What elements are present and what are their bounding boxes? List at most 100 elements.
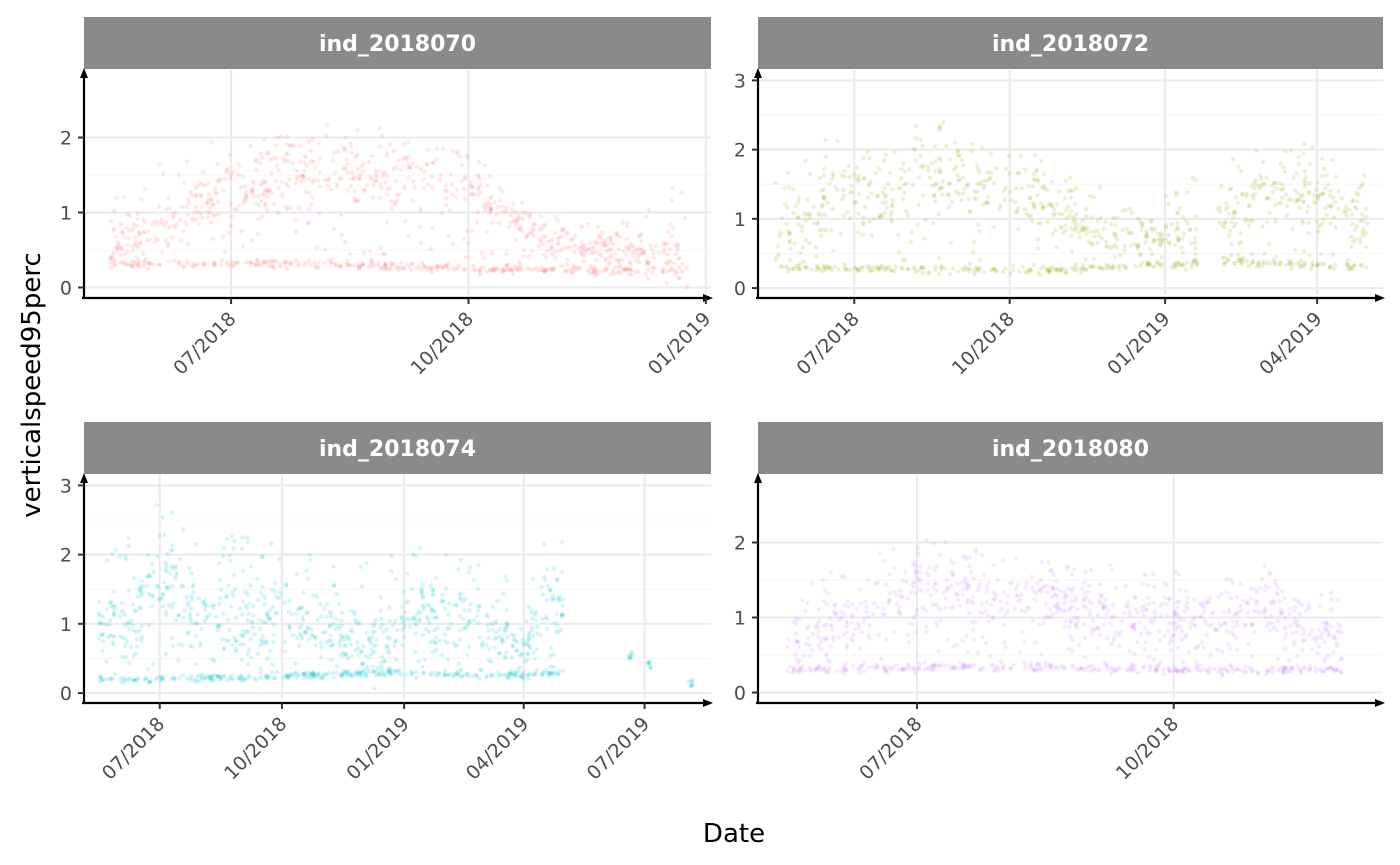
data-point — [939, 267, 944, 272]
data-point — [1258, 264, 1263, 269]
data-point — [212, 186, 218, 191]
data-point — [1264, 667, 1270, 673]
data-point — [441, 671, 447, 676]
data-point — [273, 676, 278, 681]
data-point — [587, 270, 592, 275]
data-point — [1073, 598, 1078, 603]
data-point — [1260, 262, 1266, 267]
data-point — [309, 672, 314, 677]
data-point — [184, 258, 190, 263]
data-point — [219, 587, 224, 592]
data-point — [184, 676, 189, 681]
data-point — [1184, 588, 1189, 594]
data-point — [492, 199, 497, 205]
data-point — [288, 672, 294, 677]
data-point — [793, 631, 799, 636]
data-point — [209, 678, 215, 683]
data-point — [193, 263, 199, 268]
data-point — [305, 626, 311, 631]
data-point — [880, 200, 885, 205]
data-point — [1336, 206, 1341, 212]
data-point — [364, 667, 370, 672]
data-point — [1315, 229, 1321, 234]
data-point — [1131, 624, 1136, 629]
data-point — [1262, 608, 1268, 614]
data-point — [1200, 667, 1206, 672]
data-point — [804, 626, 809, 631]
data-point — [325, 122, 330, 128]
data-point — [350, 674, 355, 679]
data-point — [921, 165, 926, 170]
data-point — [347, 251, 353, 256]
data-point — [953, 140, 958, 145]
data-point — [1303, 180, 1308, 186]
data-point — [243, 603, 248, 608]
data-point — [520, 675, 525, 680]
data-point — [387, 142, 393, 147]
data-point — [786, 637, 791, 642]
data-point — [926, 168, 931, 173]
data-point — [308, 159, 314, 164]
data-point — [548, 653, 553, 658]
data-point — [848, 215, 853, 221]
data-point — [1180, 263, 1186, 268]
data-point — [1035, 662, 1040, 667]
data-point — [106, 635, 111, 640]
data-point — [387, 618, 392, 623]
data-point — [578, 250, 584, 255]
data-point — [1292, 247, 1298, 253]
data-point — [234, 261, 239, 266]
data-point — [989, 662, 995, 667]
data-point — [821, 667, 827, 672]
data-point — [938, 169, 943, 174]
data-point — [948, 558, 953, 564]
data-point — [161, 677, 166, 682]
data-point — [334, 663, 340, 669]
data-point — [965, 649, 970, 655]
data-point — [550, 267, 555, 272]
data-point — [1099, 594, 1104, 599]
data-point — [823, 669, 828, 674]
data-point — [373, 168, 378, 174]
y-tick-label: 1 — [734, 209, 746, 231]
data-point — [1236, 252, 1241, 258]
data-point — [267, 616, 272, 621]
data-point — [960, 587, 966, 592]
data-point — [98, 675, 103, 681]
data-point — [1363, 214, 1368, 219]
data-point — [842, 265, 847, 271]
data-point — [450, 241, 455, 246]
data-point — [1147, 618, 1153, 623]
data-point — [1014, 586, 1019, 591]
data-point — [902, 169, 908, 174]
data-point — [249, 619, 254, 624]
data-point — [1232, 209, 1237, 214]
data-point — [939, 264, 944, 270]
data-point — [1044, 187, 1050, 193]
data-point — [1271, 665, 1276, 670]
data-point — [1096, 612, 1101, 618]
data-point — [1218, 623, 1224, 628]
data-point — [340, 671, 345, 676]
data-point — [622, 267, 627, 273]
data-point — [462, 626, 467, 631]
data-point — [307, 552, 312, 558]
data-point — [437, 638, 442, 643]
data-point — [488, 673, 493, 678]
data-point — [332, 227, 337, 232]
data-point — [461, 267, 466, 273]
data-point — [509, 672, 514, 677]
data-point — [1154, 667, 1160, 672]
data-point — [244, 194, 250, 199]
data-point — [333, 627, 338, 632]
data-point — [553, 230, 558, 235]
data-point — [1321, 217, 1326, 222]
data-point — [1047, 662, 1053, 667]
data-point — [1264, 175, 1269, 180]
data-point — [1354, 191, 1359, 196]
data-point — [505, 266, 510, 272]
data-point — [865, 149, 871, 154]
data-point — [1189, 264, 1194, 270]
data-point — [1344, 261, 1350, 266]
data-point — [1120, 227, 1125, 232]
